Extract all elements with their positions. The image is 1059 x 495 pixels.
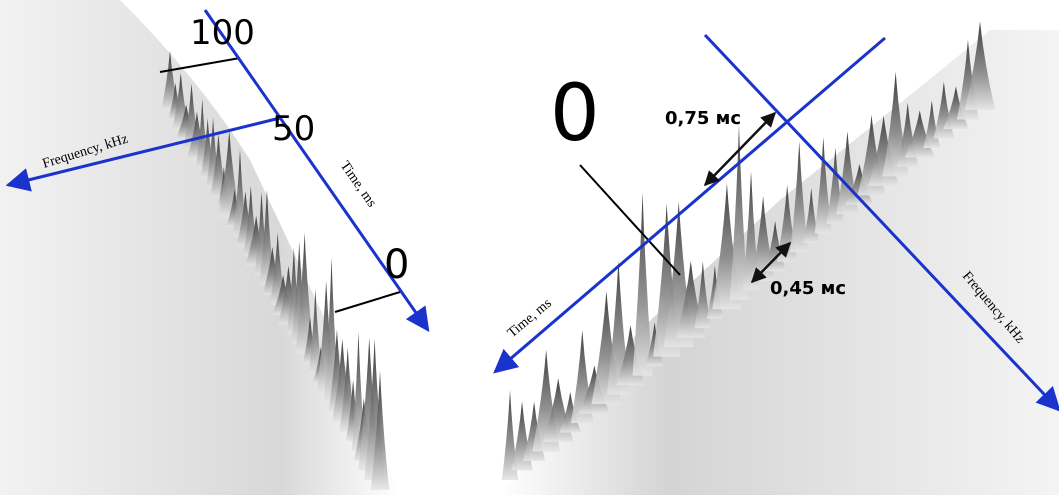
tick-label: 0 xyxy=(550,69,600,159)
tick-label: 50 xyxy=(272,109,315,149)
pointer-line xyxy=(580,165,680,275)
surface-peak xyxy=(632,192,652,375)
tick-label: 100 xyxy=(190,13,255,53)
figure: 100 50 0 Frequency, kHz Time, ms 0 0,75 … xyxy=(0,0,1059,495)
tick-label: 0 xyxy=(384,242,409,288)
annotation: 0,75 мс xyxy=(665,108,741,129)
axis-label: Time, ms xyxy=(337,159,379,211)
annotation: 0,45 мс xyxy=(770,278,846,299)
tick-line xyxy=(335,292,400,312)
axis-label: Time, ms xyxy=(505,296,555,341)
